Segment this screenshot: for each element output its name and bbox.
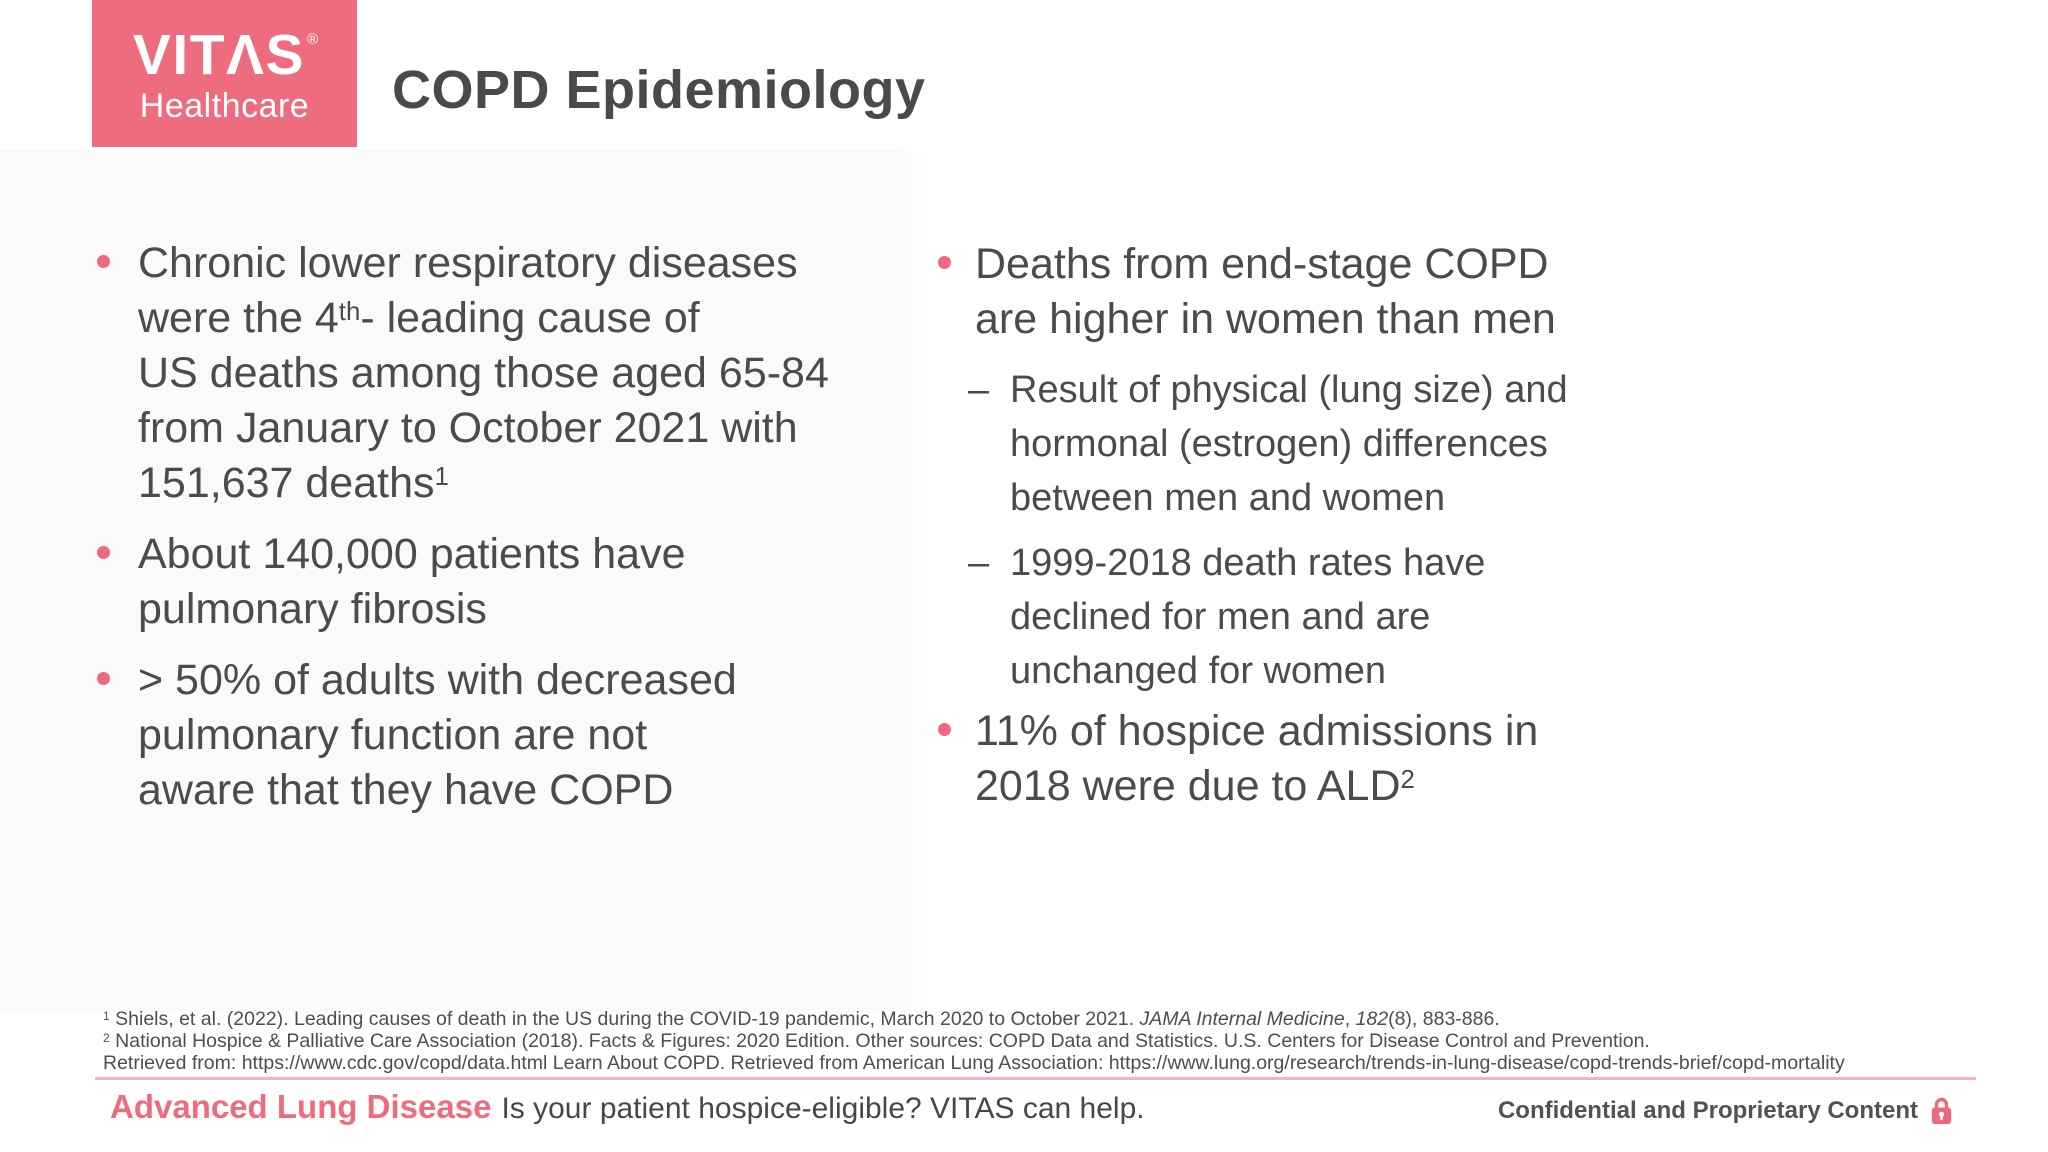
text-segment: were the 4 bbox=[138, 294, 339, 342]
superscript: 1 bbox=[434, 463, 449, 492]
bullet-text: 11% of hospice admissions in 2018 were du… bbox=[975, 707, 1538, 810]
dash-marker: – bbox=[968, 542, 990, 584]
text-segment: About 140,000 patients have bbox=[138, 530, 686, 578]
vitas-logo-subtitle: Healthcare bbox=[139, 87, 310, 125]
footer-confidential-row: Confidential and Proprietary Content bbox=[1498, 1096, 1952, 1125]
text-segment: Retrieved from: https://www.cdc.gov/copd… bbox=[103, 1052, 1845, 1074]
text-segment: JAMA Internal Medicine bbox=[1139, 1008, 1345, 1030]
bullet-text: Deaths from end-stage COPD are higher in … bbox=[975, 240, 1556, 343]
bullet-text: Result of physical (lung size) and hormon… bbox=[1010, 369, 1568, 519]
text-segment: National Hospice & Palliative Care Assoc… bbox=[109, 1030, 1650, 1052]
footnotes: 1 Shiels, et al. (2022). Leading causes … bbox=[103, 1008, 1983, 1074]
text-segment: Shiels, et al. (2022). Leading causes of… bbox=[109, 1008, 1140, 1030]
registered-mark-icon: ® bbox=[307, 31, 319, 48]
bullet-item: 11% of hospice admissions in 2018 were du… bbox=[938, 704, 1818, 814]
sub-bullet-item: – Result of physical (lung size) and hormo… bbox=[938, 363, 1818, 525]
superscript: 2 bbox=[103, 1031, 110, 1046]
footnote-line: Retrieved from: https://www.cdc.gov/copd… bbox=[103, 1052, 1983, 1074]
lock-icon bbox=[1931, 1097, 1952, 1124]
bullet-dot-icon bbox=[97, 255, 110, 268]
dash-marker: – bbox=[968, 369, 990, 411]
text-segment: > 50% of adults with decreased bbox=[138, 656, 737, 704]
bullet-dot-icon bbox=[938, 256, 951, 269]
footer-tagline: Is your patient hospice-eligible? VITAS … bbox=[501, 1092, 1145, 1125]
footer-topic-label: Advanced Lung Disease bbox=[110, 1088, 492, 1125]
bullet-dot-icon bbox=[97, 546, 110, 559]
text-segment: aware that they have COPD bbox=[138, 766, 674, 814]
text-segment: 2018 were due to ALD bbox=[975, 762, 1401, 810]
text-segment: (8), 883-886. bbox=[1388, 1008, 1500, 1030]
text-segment: declined for men and are bbox=[1010, 596, 1431, 638]
right-column: Deaths from end-stage COPD are higher in … bbox=[938, 231, 1818, 830]
bullet-dot-icon bbox=[938, 723, 951, 736]
text-segment: Deaths from end-stage COPD bbox=[975, 240, 1549, 288]
text-segment: hormonal (estrogen) differences bbox=[1010, 423, 1548, 465]
footnote-line: 2 National Hospice & Palliative Care Ass… bbox=[103, 1030, 1983, 1052]
text-segment: from January to October 2021 with bbox=[138, 404, 798, 452]
bullet-text: > 50% of adults with decreased pulmonary … bbox=[138, 656, 737, 814]
text-segment: 151,637 deaths bbox=[138, 459, 435, 507]
text-segment: are higher in women than men bbox=[975, 295, 1556, 343]
text-segment: unchanged for women bbox=[1010, 650, 1387, 692]
bullet-item: Chronic lower respiratory diseases were t… bbox=[97, 236, 977, 511]
vitas-logo: VITΛS ® Healthcare bbox=[92, 0, 357, 147]
text-segment: - leading cause of bbox=[360, 294, 700, 342]
text-segment: US deaths among those aged 65-84 bbox=[138, 349, 829, 397]
bullet-text: Chronic lower respiratory diseases were t… bbox=[138, 239, 829, 507]
bullet-dot-icon bbox=[97, 672, 110, 685]
bullet-item: About 140,000 patients have pulmonary fib… bbox=[97, 527, 977, 637]
text-segment: 182 bbox=[1355, 1008, 1389, 1030]
bullet-item: Deaths from end-stage COPD are higher in … bbox=[938, 237, 1818, 347]
superscript: th bbox=[338, 298, 361, 327]
bullet-text: 1999-2018 death rates have declined for m… bbox=[1010, 542, 1485, 692]
vitas-logo-name: VITΛS bbox=[132, 23, 306, 87]
vitas-logo-wordmark: VITΛS ® bbox=[92, 27, 357, 84]
text-segment: Result of physical (lung size) and bbox=[1010, 369, 1568, 411]
footer-divider bbox=[95, 1077, 1976, 1080]
bullet-item: > 50% of adults with decreased pulmonary … bbox=[97, 653, 977, 818]
page-title: COPD Epidemiology bbox=[392, 60, 926, 120]
confidential-label: Confidential and Proprietary Content bbox=[1497, 1096, 1918, 1124]
text-segment: 11% of hospice admissions in bbox=[975, 707, 1539, 755]
superscript: 2 bbox=[1400, 766, 1415, 795]
footnote-line: 1 Shiels, et al. (2022). Leading causes … bbox=[103, 1008, 1983, 1030]
left-column: Chronic lower respiratory diseases were t… bbox=[97, 230, 977, 834]
footer-tagline-row: Advanced Lung Disease Is your patient hos… bbox=[110, 1088, 1145, 1125]
text-segment: pulmonary function are not bbox=[138, 711, 648, 759]
sub-bullet-item: –1999-2018 death rates have declined for … bbox=[938, 536, 1818, 698]
text-segment: Chronic lower respiratory diseases bbox=[138, 239, 798, 287]
bullet-text: About 140,000 patients have pulmonary fib… bbox=[138, 530, 686, 633]
text-segment: between men and women bbox=[1010, 477, 1446, 519]
text-segment: 1999-2018 death rates have bbox=[1010, 542, 1486, 584]
text-segment: pulmonary fibrosis bbox=[138, 585, 487, 633]
superscript: 1 bbox=[103, 1009, 110, 1024]
text-segment: , bbox=[1344, 1008, 1356, 1030]
